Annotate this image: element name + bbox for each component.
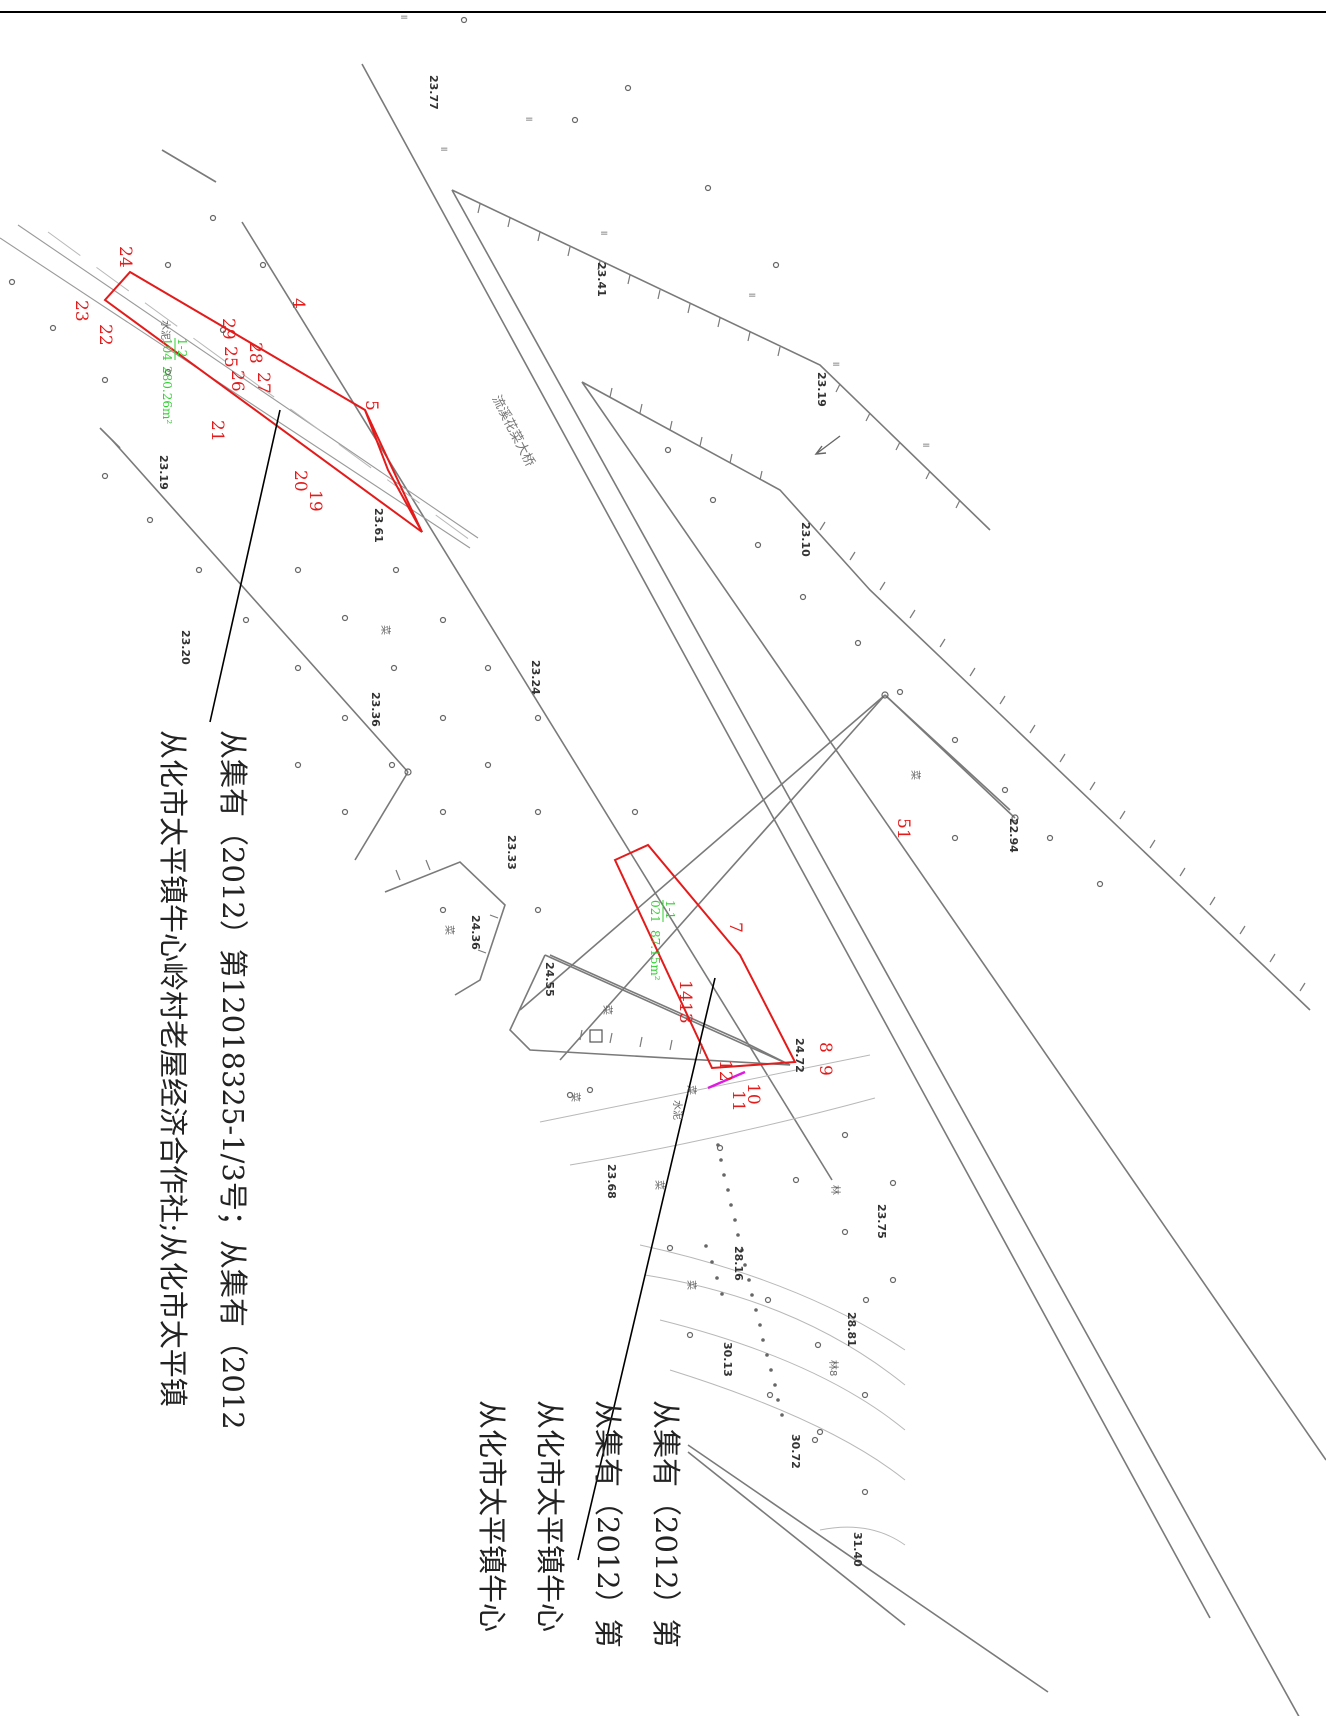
lot-label-line: 从集有（2012）第: [591, 1400, 625, 1648]
corner-label: 29: [218, 318, 238, 340]
parcel-b-boundary[interactable]: [613, 843, 797, 1070]
elevation: 28.81: [845, 1312, 858, 1347]
corner-label: 23: [71, 300, 91, 322]
lot-label-line: 从集有（2012）第: [649, 1400, 683, 1648]
svg-text:=: =: [440, 144, 448, 155]
elevation: 31.40: [851, 1532, 864, 1567]
corner-label: 11: [728, 1090, 748, 1112]
elevation-labels: 23.77 23.41 23.19 23.10 23.61 23.19 23.2…: [157, 75, 1020, 1567]
svg-text:=: =: [600, 228, 608, 239]
lot-label-line: 从化市太平镇牛心: [475, 1400, 509, 1632]
contour-lines: [539, 1054, 906, 1546]
leader-line-b: [577, 977, 716, 1561]
elevation: 23.24: [529, 660, 542, 695]
map-symbol-box: [589, 1029, 603, 1043]
parcel-b-area: 1-1 021 87.15m²: [648, 900, 677, 981]
corner-label: 28: [245, 342, 265, 364]
area-fraction: 1-2: [175, 338, 189, 357]
lot-label-left: 从集有（2012）第12018325-1/3号；从集有（2012 从化市太平镇牛…: [156, 730, 250, 1430]
ground-symbol: 菜: [443, 925, 455, 935]
elevation: 23.19: [815, 372, 828, 407]
elevation: 23.20: [179, 630, 192, 665]
elevation: 23.33: [505, 835, 518, 870]
svg-text:=: =: [832, 359, 840, 370]
svg-text:=: =: [748, 290, 756, 301]
elevation: 23.19: [157, 455, 170, 490]
svg-text:=: =: [922, 440, 930, 451]
area-denominator: 021: [648, 900, 662, 923]
ground-cover-symbols: 菜 菜 菜 菜 菜 菜 菜 菜 水泥 水泥 林 林8: [159, 320, 921, 1376]
elevation: 24.72: [793, 1038, 806, 1073]
ground-symbol: 菜: [569, 1092, 581, 1102]
ground-symbol: 菜: [909, 770, 921, 780]
leader-line-a: [209, 409, 281, 723]
parcel-a-labels: 24 23 22 29 28 27 25 26 21 20 19 4 5: [71, 246, 381, 512]
elevation: 30.13: [721, 1342, 734, 1377]
ground-symbol: 菜: [601, 1005, 613, 1015]
point-label-51: 51: [893, 818, 913, 840]
lot-label-line: 从集有（2012）第12018325-1/3号；从集有（2012: [216, 730, 250, 1430]
corner-label: 10: [743, 1083, 763, 1105]
lot-label-line: 从化市太平镇牛心岭村老屋经济合作社;从化市太平镇: [156, 730, 190, 1407]
slope-hachures: [395, 203, 1306, 1055]
direction-arrow: [815, 435, 841, 455]
corner-label: 25: [220, 346, 240, 368]
elevation: 22.94: [1007, 818, 1020, 853]
area-fraction: 1-1: [663, 900, 677, 919]
ground-symbol: 林8: [827, 1360, 840, 1376]
elevation: 23.77: [427, 75, 440, 110]
corner-label: 8: [815, 1042, 835, 1053]
elevation: 23.41: [595, 262, 608, 297]
corner-label: 26: [227, 370, 247, 392]
corner-label: 20: [290, 470, 310, 492]
elevation: 23.75: [875, 1204, 888, 1239]
corner-label: 13: [675, 1002, 695, 1024]
tree-symbols: [8, 16, 1104, 1496]
equals-marks: = = = = = = =: [400, 12, 930, 451]
corner-label: 19: [305, 490, 325, 512]
parcel-b-labels: 7 14 13 12 11 10 8 9: [675, 922, 835, 1112]
base-lines: [99, 63, 1326, 1716]
ground-symbol: 水泥: [159, 320, 172, 340]
svg-text:=: =: [525, 114, 533, 125]
area-value: 87.15m²: [648, 930, 662, 981]
corner-label: 27: [253, 372, 273, 394]
parcel-b-magenta-edge: [707, 1070, 746, 1090]
road-name: 流溪花菜大桥: [488, 393, 538, 470]
elevation: 24.36: [469, 915, 482, 950]
corner-label: 5: [361, 400, 381, 411]
elevation: 30.72: [789, 1434, 802, 1469]
corner-label: 22: [95, 324, 115, 346]
elevation: 23.61: [372, 508, 385, 543]
elevation: 28.16: [732, 1246, 745, 1281]
ground-symbol: 菜: [685, 1280, 697, 1290]
direction-arrow-head: [814, 445, 827, 455]
elevation: 24.55: [543, 962, 556, 997]
elevation: 23.68: [605, 1164, 618, 1199]
ground-symbol: 菜: [379, 625, 391, 635]
elevation: 23.36: [369, 692, 382, 727]
svg-text:=: =: [400, 12, 408, 23]
ground-symbol: 林: [829, 1185, 842, 1195]
ground-symbol: 菜: [653, 1180, 665, 1190]
lot-label-line: 从化市太平镇牛心: [533, 1400, 567, 1632]
corner-label: 9: [815, 1065, 835, 1076]
area-value: 280.26m²: [160, 366, 174, 424]
corner-label: 12: [715, 1060, 735, 1082]
corner-label: 21: [207, 420, 227, 442]
corner-label: 24: [115, 246, 135, 268]
area-denominator: 104: [160, 338, 174, 361]
lot-label-right: 从集有（2012）第 从集有（2012）第 从化市太平镇牛心 从化市太平镇牛心: [475, 1400, 683, 1648]
corner-label: 14: [675, 980, 695, 1002]
dotted-boundary: [704, 1143, 784, 1417]
parcel-a-inner: [364, 409, 423, 533]
corner-label: 4: [288, 298, 308, 309]
elevation: 23.10: [799, 522, 812, 557]
ground-symbol: 菜: [685, 1085, 697, 1095]
parcel-a-area: 1-2 104 280.26m²: [160, 338, 189, 424]
ground-symbol: 水泥: [671, 1100, 684, 1120]
corner-label: 7: [725, 922, 745, 933]
